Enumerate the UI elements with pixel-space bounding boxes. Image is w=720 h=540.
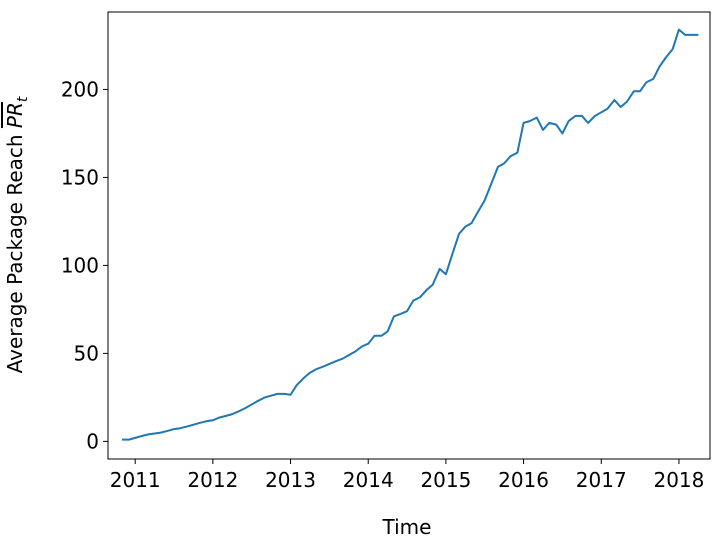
x-tick-label: 2014	[343, 468, 394, 492]
plot-marks	[121, 28, 699, 441]
y-axis-label-math: PR	[3, 102, 27, 128]
y-tick-label: 200	[61, 77, 99, 101]
x-tick-label: 2016	[498, 468, 549, 492]
y-tick-label: 150	[61, 165, 99, 189]
x-tick-label: 2013	[265, 468, 316, 492]
y-axis-label-text: Average Package Reach	[3, 134, 27, 373]
x-axis-label: Time	[382, 515, 432, 539]
x-tick-label: 2012	[187, 468, 238, 492]
y-axis-label: Average Package Reach PRt	[3, 96, 31, 373]
plot-frame	[107, 11, 711, 460]
x-tick-label: 2011	[110, 468, 161, 492]
x-tick-label: 2018	[653, 468, 704, 492]
x-tick-label: 2015	[420, 468, 471, 492]
y-tick-label: 100	[61, 253, 99, 277]
y-axis: 0 50 100 150 200	[61, 77, 108, 453]
y-tick-label: 50	[74, 341, 99, 365]
series-line	[121, 28, 699, 441]
y-tick-label: 0	[86, 429, 99, 453]
x-axis: 2011 2012 2013 2014 2015 2016 2017 2018	[110, 459, 704, 492]
y-axis-label-subscript: t	[15, 96, 31, 102]
x-tick-label: 2017	[576, 468, 627, 492]
